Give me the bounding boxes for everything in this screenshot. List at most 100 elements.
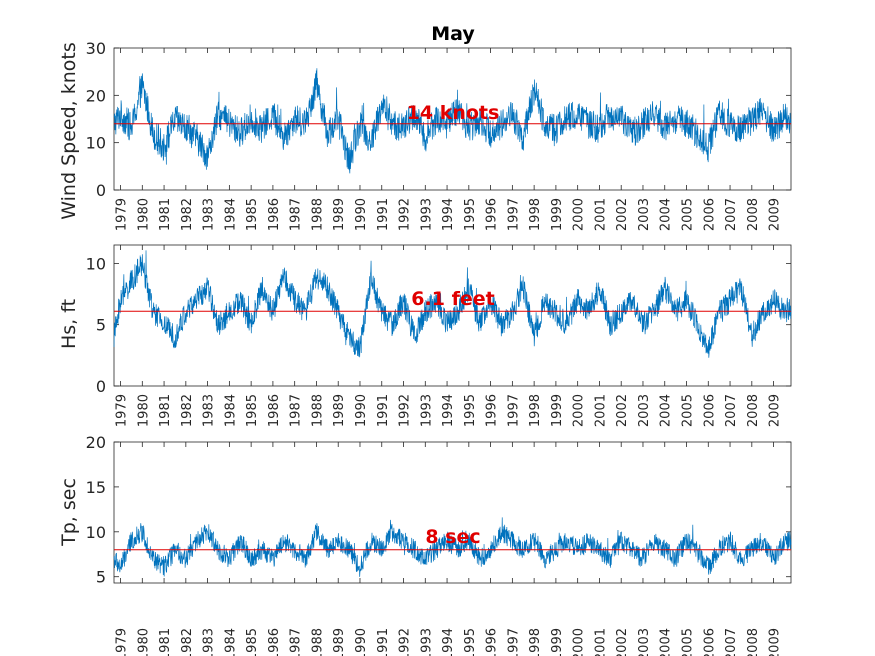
x-tick-label: 2005 (681, 628, 696, 656)
x-tick-label: 2008 (746, 198, 761, 231)
x-tick-label: 1999 (550, 198, 565, 231)
x-tick-label: 1981 (158, 394, 173, 427)
x-tick-label: 1983 (202, 628, 217, 656)
tp-panel: Tp, sec 5 10 15 20 1979 1980 1981 1982 1983 1984 1… (58, 433, 792, 656)
x-tick-label: 2006 (702, 198, 717, 231)
x-tick-label: 1993 (419, 198, 434, 231)
y-tick-label: 20 (86, 86, 106, 105)
x-tick-label: 1998 (528, 628, 543, 656)
y-tick-label: 10 (86, 254, 106, 273)
x-tick-label: 1991 (376, 394, 391, 427)
x-tick-label: 1994 (441, 394, 456, 427)
x-tick-label: 1993 (419, 628, 434, 656)
x-tick-label: 1990 (354, 198, 369, 231)
x-tick-label: 2007 (724, 198, 739, 231)
x-tick-label: 2009 (768, 394, 783, 427)
y-tick-label: 0 (96, 377, 106, 396)
x-tick-label: 1989 (332, 198, 347, 231)
wind-speed-ylabel: Wind Speed, knots (58, 42, 80, 219)
x-tick-label: 1985 (245, 628, 260, 656)
x-tick-label: 1986 (267, 198, 282, 231)
x-tick-label: 1999 (550, 394, 565, 427)
x-tick-label: 2009 (768, 198, 783, 231)
hs-panel: Hs, ft 0 5 10 1979 1980 1981 1982 1983 1984 1985 1… (58, 244, 792, 427)
x-tick-label: 1994 (441, 628, 456, 656)
x-tick-label: 2002 (615, 198, 630, 231)
x-tick-label: 1988 (310, 198, 325, 231)
x-tick-label: 1997 (506, 628, 521, 656)
wind-speed-panel: Wind Speed, knots 0 10 20 30 1979 1980 1981 198… (58, 39, 792, 231)
x-tick-label: 2005 (681, 394, 696, 427)
x-tick-label: 1979 (115, 628, 130, 656)
x-tick-label: 1998 (528, 394, 543, 427)
x-tick-label: 2003 (637, 198, 652, 231)
x-tick-label: 1983 (202, 394, 217, 427)
x-tick-label: 1985 (245, 394, 260, 427)
x-tick-label: 1989 (332, 628, 347, 656)
mean-annotation: 8 sec (425, 526, 480, 548)
x-tick-label: 1987 (289, 394, 304, 427)
x-tick-label: 1980 (136, 198, 151, 231)
x-tick-label: 1981 (158, 198, 173, 231)
x-tick-label: 1979 (115, 198, 130, 231)
x-tick-label: 1988 (310, 394, 325, 427)
x-tick-label: 2001 (593, 198, 608, 231)
x-tick-label: 2007 (724, 628, 739, 656)
x-tick-label: 2004 (659, 628, 674, 656)
y-tick-label: 20 (86, 433, 106, 452)
x-tick-label: 1982 (180, 198, 195, 231)
x-tick-label: 1996 (485, 394, 500, 427)
x-tick-label: 2006 (702, 628, 717, 656)
x-tick-label: 1995 (463, 628, 478, 656)
x-tick-label: 2000 (572, 628, 587, 656)
x-tick-label: 1995 (463, 394, 478, 427)
y-tick-label: 5 (96, 316, 106, 335)
y-tick-label: 10 (86, 523, 106, 542)
x-tick-label: 1991 (376, 198, 391, 231)
series-line (113, 517, 792, 577)
x-tick-label: 1980 (136, 628, 151, 656)
x-tick-label: 2004 (659, 198, 674, 231)
series-line (113, 68, 792, 174)
x-tick-label: 2007 (724, 394, 739, 427)
x-tick-label: 1992 (398, 628, 413, 656)
x-tick-label: 1989 (332, 394, 347, 427)
x-tick-label: 1996 (485, 628, 500, 656)
y-tick-label: 5 (96, 568, 106, 587)
x-tick-label: 1998 (528, 198, 543, 231)
x-tick-label: 2008 (746, 394, 761, 427)
x-tick-label: 1999 (550, 628, 565, 656)
x-tick-label: 1992 (398, 198, 413, 231)
y-tick-label: 10 (86, 134, 106, 153)
x-tick-label: 2009 (768, 628, 783, 656)
hs-ylabel: Hs, ft (58, 299, 80, 349)
x-tick-label: 2006 (702, 394, 717, 427)
x-tick-label: 1986 (267, 394, 282, 427)
x-tick-label: 1985 (245, 198, 260, 231)
x-tick-label: 1990 (354, 394, 369, 427)
x-tick-label: 2000 (572, 394, 587, 427)
x-tick-label: 2002 (615, 394, 630, 427)
x-tick-label: 2001 (593, 628, 608, 656)
x-tick-label: 2003 (637, 394, 652, 427)
x-tick-label: 2004 (659, 394, 674, 427)
x-tick-label: 1988 (310, 628, 325, 656)
x-tick-label: 1982 (180, 628, 195, 656)
mean-annotation: 6.1 feet (411, 288, 494, 310)
tp-ylabel: Tp, sec (58, 478, 80, 547)
y-tick-label: 0 (96, 181, 106, 200)
x-tick-label: 1995 (463, 198, 478, 231)
x-tick-label: 2005 (681, 198, 696, 231)
x-tick-label: 1984 (223, 394, 238, 427)
x-tick-label: 1984 (223, 628, 238, 656)
x-tick-label: 1979 (115, 394, 130, 427)
x-tick-label: 1997 (506, 198, 521, 231)
y-tick-label: 30 (86, 39, 106, 58)
x-tick-label: 1984 (223, 198, 238, 231)
x-tick-label: 1996 (485, 198, 500, 231)
x-tick-label: 1990 (354, 628, 369, 656)
x-tick-label: 1980 (136, 394, 151, 427)
x-tick-label: 1991 (376, 628, 391, 656)
x-tick-label: 2000 (572, 198, 587, 231)
x-tick-label: 2001 (593, 394, 608, 427)
